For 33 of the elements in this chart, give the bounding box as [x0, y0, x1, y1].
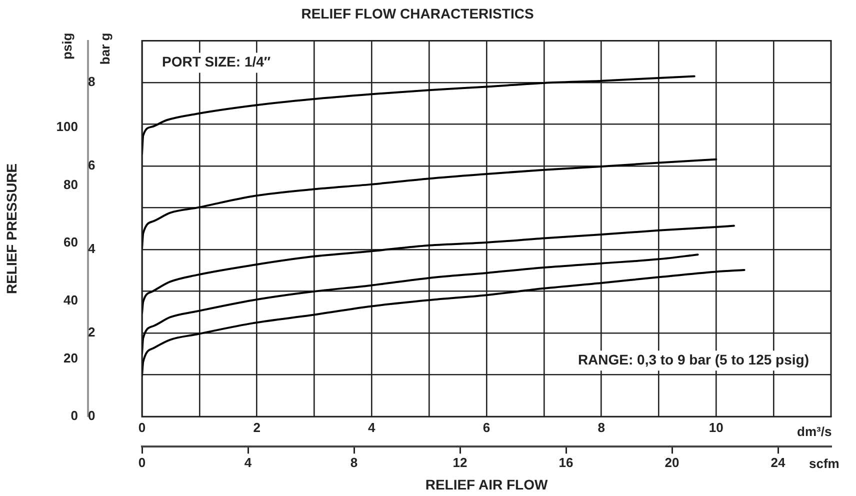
text: psig [60, 32, 75, 60]
x-tick-label: 10 [708, 420, 724, 435]
text: scfm [809, 456, 840, 472]
x2-tick-label: 24 [770, 454, 786, 470]
y-tick-label: 40 [64, 292, 78, 308]
x2-tick-label: 4 [244, 454, 252, 470]
y-tick-label: 60 [64, 234, 78, 250]
chart-title: RELIEF FLOW CHARACTERISTICS [301, 5, 534, 22]
x2-tick-label: 20 [664, 454, 680, 470]
x2-tick-label: 8 [350, 454, 358, 470]
y-tick-label: 20 [64, 350, 78, 366]
x2-tick-label: 16 [558, 454, 574, 470]
text: dm³/s [797, 424, 832, 440]
x-tick-label: 6 [482, 420, 490, 435]
text: bar g [98, 32, 113, 65]
y-tick-label: 0 [70, 408, 78, 424]
y2-tick-label: 4 [88, 241, 96, 256]
x-tick-label: 0 [138, 420, 146, 435]
y2-tick-label: 6 [88, 158, 96, 173]
y2-tick-label: 2 [88, 324, 96, 340]
x-tick-label: 4 [368, 420, 376, 435]
x-tick-label: 2 [253, 420, 260, 435]
x2-tick-label: 0 [138, 454, 146, 470]
y-axis-title: RELIEF PRESSURE [3, 163, 20, 294]
annotation: PORT SIZE: 1/4″ [162, 54, 271, 70]
x2-tick-label: 12 [452, 454, 468, 470]
y-tick-label: 100 [56, 119, 78, 134]
x-tick-label: 8 [598, 420, 605, 435]
y2-tick-label: 8 [88, 74, 96, 90]
y-tick-label: 80 [64, 176, 78, 192]
y2-tick-label: 0 [88, 408, 96, 424]
annotation: RANGE: 0,3 to 9 bar (5 to 125 psig) [578, 351, 809, 368]
x-axis-title: RELIEF AIR FLOW [425, 476, 548, 492]
